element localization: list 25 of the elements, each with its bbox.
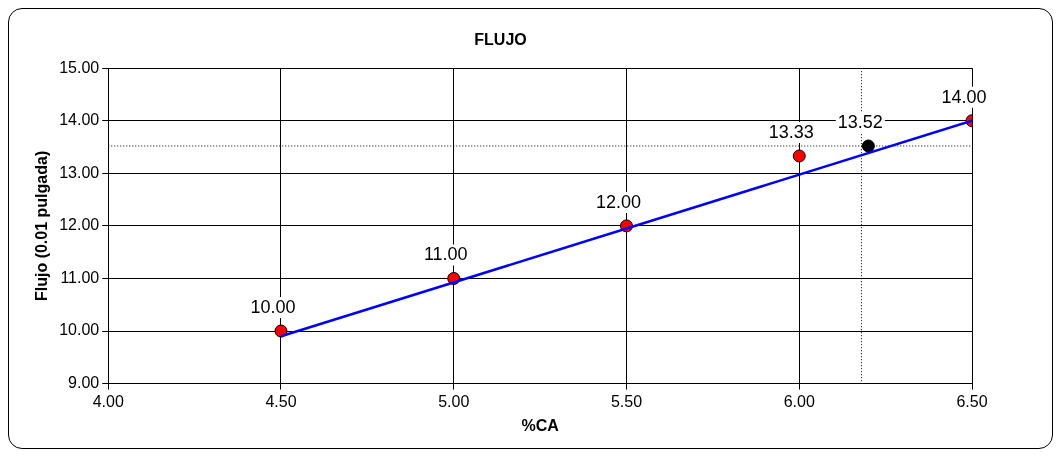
x-tick-label: 5.00 (438, 392, 470, 410)
point (792, 149, 806, 163)
data-label: 14.00 (941, 86, 987, 107)
data-label: 13.52 (837, 111, 883, 132)
data-label: 10.00 (250, 297, 296, 317)
point (274, 324, 288, 338)
y-tick-label: 11.00 (60, 268, 100, 286)
x-tick-label: 6.50 (956, 392, 988, 410)
chart-title: FLUJO (474, 31, 527, 49)
y-axis-title: Flujo (0.01 pulgada) (33, 150, 51, 302)
x-axis-title: %CA (521, 416, 560, 434)
point (861, 139, 875, 153)
x-tick-label: 6.00 (783, 392, 815, 410)
y-tick-label: 13.00 (59, 163, 100, 181)
x-tick-label: 5.50 (610, 392, 643, 410)
data-label: 13.33 (768, 121, 814, 142)
data-label: 11.00 (423, 244, 468, 265)
y-tick-label: 15.00 (59, 58, 100, 76)
y-tick-label: 14.00 (59, 111, 100, 129)
x-tick-label: 4.50 (265, 392, 297, 410)
y-tick-label: 10.00 (59, 321, 100, 339)
y-tick-label: 9.00 (68, 374, 100, 392)
y-tick-label: 12.00 (59, 216, 100, 234)
x-tick-label: 4.00 (92, 392, 124, 410)
data-label: 12.00 (595, 191, 642, 212)
